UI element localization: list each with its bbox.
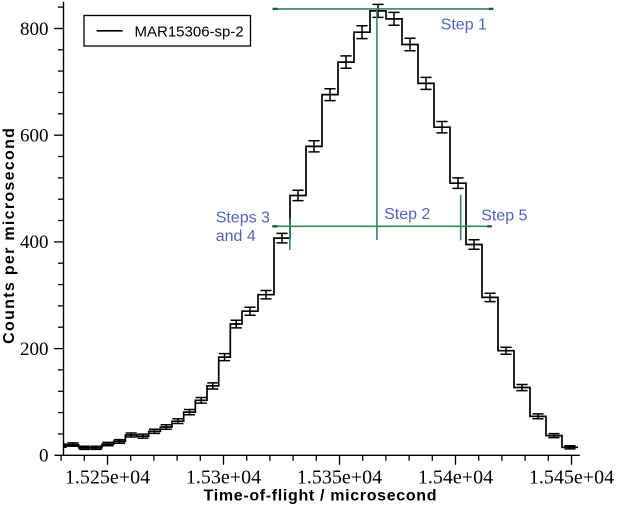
svg-text:Step 2: Step 2 [384, 206, 430, 223]
svg-text:Step 1: Step 1 [441, 16, 487, 33]
svg-text:Time-of-flight / microsecond: Time-of-flight / microsecond [204, 488, 438, 505]
svg-text:800: 800 [20, 19, 49, 40]
svg-text:600: 600 [20, 126, 49, 147]
svg-text:1.53e+04: 1.53e+04 [186, 467, 261, 489]
svg-text:MAR15306-sp-2: MAR15306-sp-2 [135, 23, 244, 40]
svg-text:400: 400 [20, 232, 49, 253]
svg-text:and 4: and 4 [216, 228, 256, 245]
svg-text:1.525e+04: 1.525e+04 [65, 467, 150, 489]
svg-text:1.545e+04: 1.545e+04 [529, 467, 614, 489]
svg-text:Counts per microsecond: Counts per microsecond [1, 127, 18, 344]
svg-text:200: 200 [20, 339, 49, 360]
svg-text:Step 5: Step 5 [481, 208, 527, 225]
svg-text:1.54e+04: 1.54e+04 [418, 467, 493, 489]
svg-text:0: 0 [39, 446, 49, 467]
svg-text:1.535e+04: 1.535e+04 [297, 467, 382, 489]
svg-text:Steps 3: Steps 3 [216, 210, 270, 227]
